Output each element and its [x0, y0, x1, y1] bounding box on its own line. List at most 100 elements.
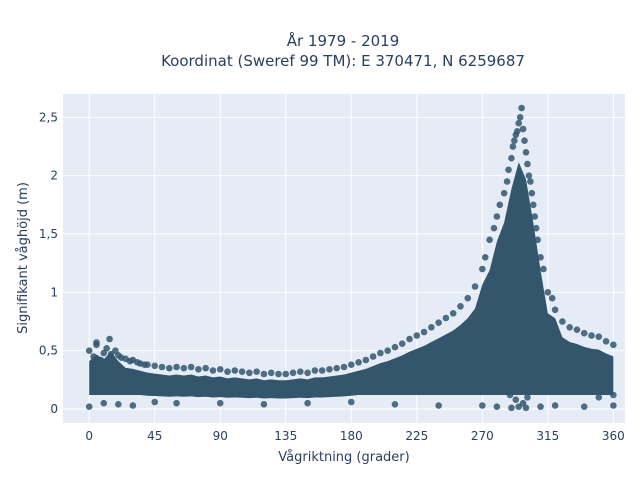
- data-point: [333, 364, 341, 372]
- data-point: [311, 367, 319, 374]
- y-axis-title: Signifikant våghöjd (m): [16, 182, 31, 334]
- data-point: [529, 201, 537, 209]
- data-point: [610, 341, 617, 349]
- data-point: [479, 402, 486, 409]
- chart-title-line-2: Koordinat (Sweref 99 TM): E 370471, N 62…: [161, 52, 525, 70]
- data-point: [165, 364, 173, 372]
- data-point: [209, 367, 217, 374]
- data-point: [551, 306, 559, 314]
- data-point: [85, 403, 93, 410]
- data-point: [216, 399, 224, 407]
- data-point: [522, 149, 530, 156]
- y-tick-label: 0,5: [39, 344, 58, 358]
- data-point: [515, 364, 523, 372]
- data-point: [511, 137, 518, 144]
- data-point: [355, 359, 362, 366]
- data-point: [144, 361, 151, 368]
- data-point: [340, 363, 348, 371]
- x-tick-label: 270: [471, 429, 494, 443]
- data-point: [537, 403, 544, 410]
- y-tick-label: 0: [50, 402, 58, 416]
- data-point: [202, 364, 209, 372]
- data-point: [173, 363, 180, 371]
- x-tick-label: 90: [213, 429, 228, 443]
- data-point: [428, 324, 435, 331]
- data-point: [260, 401, 268, 408]
- data-point: [151, 398, 159, 406]
- data-point: [435, 402, 442, 409]
- data-point: [500, 189, 508, 197]
- data-point: [362, 356, 370, 364]
- x-tick-label: 0: [85, 429, 93, 443]
- data-point: [490, 224, 498, 232]
- data-point: [224, 368, 231, 375]
- data-point: [544, 289, 552, 296]
- data-point: [532, 224, 540, 232]
- data-point: [85, 347, 93, 354]
- data-point: [413, 332, 421, 339]
- data-point: [519, 399, 527, 407]
- data-point: [479, 265, 486, 273]
- data-point: [318, 367, 326, 374]
- data-point: [512, 396, 520, 403]
- data-point: [595, 394, 603, 401]
- x-axis-title: Vågriktning (grader): [278, 450, 409, 465]
- data-point: [449, 310, 457, 317]
- data-point: [326, 366, 333, 373]
- data-point: [151, 362, 159, 370]
- data-point: [304, 399, 311, 407]
- y-tick-label: 2: [50, 169, 58, 183]
- data-point: [484, 376, 492, 384]
- data-point: [515, 119, 523, 127]
- x-tick-label: 180: [340, 429, 363, 443]
- x-tick-label: 45: [147, 429, 162, 443]
- data-point: [566, 388, 573, 395]
- data-point: [93, 339, 100, 346]
- data-point: [610, 391, 617, 399]
- data-point: [471, 283, 479, 290]
- data-point: [580, 329, 588, 337]
- data-point: [267, 369, 275, 377]
- data-point: [493, 403, 501, 410]
- y-tick-label: 1,5: [39, 227, 58, 241]
- data-point: [347, 398, 355, 406]
- data-point: [595, 333, 603, 340]
- data-point: [508, 154, 515, 162]
- data-point: [518, 104, 525, 112]
- data-point: [253, 368, 260, 375]
- data-point: [516, 114, 524, 121]
- data-point: [103, 345, 110, 352]
- data-point: [486, 236, 493, 244]
- data-point: [238, 368, 246, 375]
- data-point: [602, 338, 610, 345]
- data-point: [216, 366, 224, 373]
- data-point: [529, 382, 537, 389]
- data-point: [522, 359, 530, 366]
- chart-title-line-1: År 1979 - 2019: [287, 31, 400, 50]
- data-point: [573, 326, 581, 333]
- data-point: [531, 213, 539, 220]
- data-point: [275, 370, 282, 378]
- data-point: [391, 401, 399, 408]
- data-point: [525, 172, 533, 179]
- data-point: [282, 370, 290, 378]
- data-point: [588, 332, 595, 339]
- data-point: [566, 324, 573, 331]
- data-point: [481, 254, 489, 261]
- data-point: [347, 361, 355, 368]
- data-point: [544, 382, 552, 389]
- x-tick-labels: 0 45 90 135 180 225 270 315 360: [85, 429, 624, 443]
- data-point: [524, 160, 531, 168]
- data-point: [521, 137, 528, 144]
- data-point: [527, 178, 534, 185]
- data-point: [524, 394, 531, 401]
- data-point: [406, 335, 413, 343]
- data-point: [493, 370, 501, 378]
- data-point: [519, 125, 527, 133]
- data-point: [528, 189, 536, 197]
- data-point: [180, 364, 188, 372]
- data-point: [115, 401, 122, 408]
- data-point: [187, 363, 195, 371]
- data-point: [420, 328, 428, 336]
